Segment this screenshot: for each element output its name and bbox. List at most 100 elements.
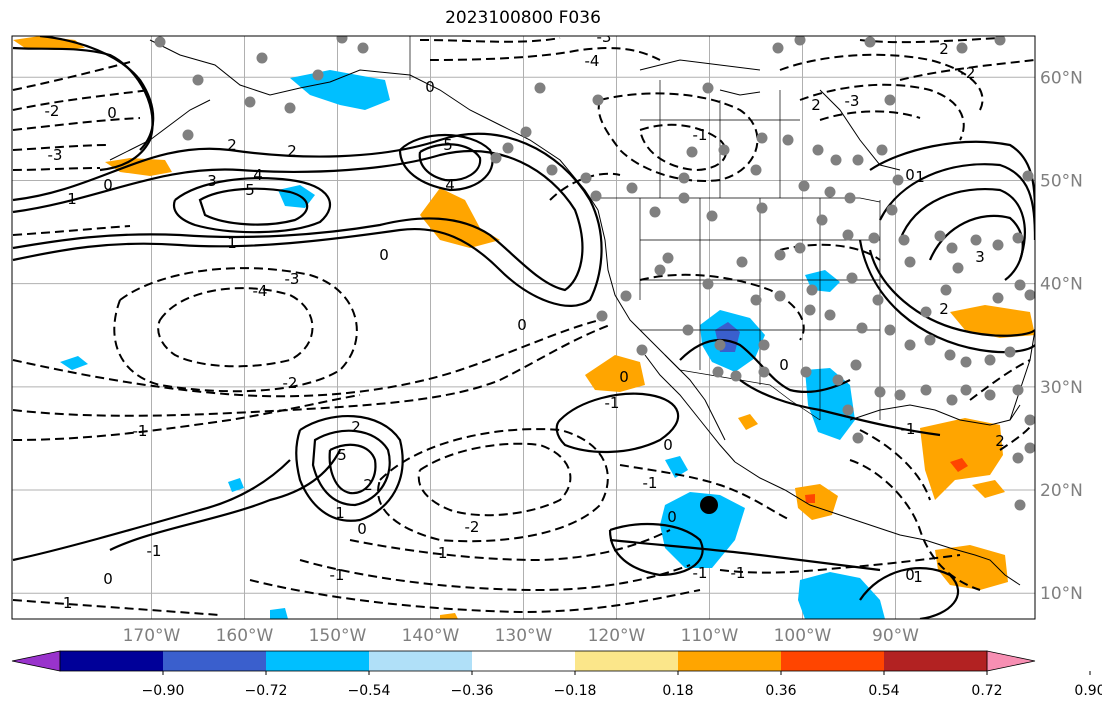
shade-orange — [440, 613, 458, 619]
station-dot — [794, 36, 806, 46]
contour-solid — [12, 132, 603, 307]
station-dot — [1012, 452, 1024, 464]
station-dot — [1022, 170, 1034, 182]
map-border — [11, 35, 1036, 620]
contour-solid — [12, 150, 584, 292]
station-dot — [774, 290, 786, 302]
lon-tick-label: 100°W — [774, 626, 832, 646]
contour-label: -1 — [133, 422, 148, 440]
station-dot — [590, 190, 602, 202]
contour-solid — [418, 143, 482, 182]
shade-red — [805, 494, 815, 503]
station-dot — [702, 278, 714, 290]
lon-tick-label: 160°W — [216, 626, 274, 646]
lat-tick-label: 40°N — [1040, 275, 1083, 295]
shade-red — [950, 458, 968, 472]
colorbar-segment — [266, 651, 370, 671]
contour-label: 0 — [103, 570, 113, 588]
contour-solid — [109, 449, 341, 551]
station-dot — [798, 180, 810, 192]
contour-dashed — [299, 559, 691, 592]
shade-lightblue — [270, 608, 288, 619]
shade-orange — [585, 355, 645, 392]
contour-label: 2 — [939, 40, 949, 58]
station-dot — [960, 356, 972, 368]
lat-tick-label: 30°N — [1040, 378, 1083, 398]
contour-label: 0 — [357, 520, 367, 538]
contour-label: -1 — [901, 420, 916, 438]
contour-label: 3 — [975, 248, 985, 266]
station-dot — [756, 132, 768, 144]
station-dot — [182, 129, 194, 141]
station-dot — [244, 96, 256, 108]
lon-tick-label: 170°W — [123, 626, 181, 646]
station-dot — [872, 294, 884, 306]
contour-label: 0 — [905, 566, 915, 584]
station-dot — [256, 52, 268, 64]
station-dot — [1012, 232, 1024, 244]
contour-label: 3 — [207, 172, 217, 190]
station-dot — [904, 339, 916, 351]
station-dot — [662, 252, 674, 264]
coast-east — [1009, 329, 1035, 421]
coast-arctic — [639, 59, 761, 71]
station-dot — [772, 42, 784, 54]
station-dot — [736, 256, 748, 268]
colorbar-tick-label: −0.72 — [245, 683, 288, 699]
contour-solid — [608, 522, 704, 577]
contour-solid — [398, 134, 494, 192]
station-dot — [842, 404, 854, 416]
coast-alaska — [149, 39, 599, 211]
station-dot — [934, 230, 946, 242]
station-dot — [830, 154, 842, 166]
lat-tick-label: 10°N — [1040, 584, 1083, 604]
station-dot — [946, 394, 958, 406]
contour-dashed — [639, 123, 727, 172]
contour-label: 2 — [995, 432, 1005, 450]
contour-label: -1 — [147, 542, 162, 560]
station-dot — [876, 144, 888, 156]
colorbar-extend-max — [986, 650, 1036, 672]
shade-lightblue — [660, 492, 745, 568]
station-dot — [960, 384, 972, 396]
contour-label: -1 — [643, 474, 658, 492]
contour-label: -3 — [285, 270, 300, 288]
station-dot — [794, 242, 806, 254]
station-dot — [758, 366, 770, 378]
station-dot — [868, 232, 880, 244]
station-dot — [944, 349, 956, 361]
colorbar-segment — [678, 651, 782, 671]
station-dot — [546, 164, 558, 176]
contour-solid — [311, 429, 391, 507]
contour-dashed — [779, 53, 984, 111]
station-dot — [812, 144, 824, 156]
colorbar-labels: −0.90 −0.72 −0.54 −0.36 −0.18 0.18 0.36 0.54 0.7… — [142, 671, 1102, 699]
contour-dashed — [349, 529, 671, 562]
station-dot — [756, 202, 768, 214]
lon-tick-label: 90°W — [872, 626, 919, 646]
contour-label: -2 — [961, 64, 976, 82]
colorbar-tick-label: −0.18 — [554, 683, 597, 699]
station-dot — [686, 146, 698, 158]
contour-label: 0 — [379, 246, 389, 264]
contour-dashed — [429, 47, 661, 61]
station-dot — [920, 306, 932, 318]
station-dot — [970, 234, 982, 246]
contour-label: -3 — [845, 92, 860, 110]
contour-dashed — [377, 428, 609, 543]
colorbar-tick-label: −0.36 — [451, 683, 494, 699]
station-dot — [856, 322, 868, 334]
station-dot — [846, 272, 858, 284]
contour-dashed — [12, 144, 111, 151]
contour-label: 2 — [363, 476, 373, 494]
station-dot — [718, 144, 730, 156]
contour-solid — [858, 239, 1035, 354]
solid-contours — [12, 36, 1035, 619]
colorbar-segment — [60, 651, 164, 671]
contour-dashed — [12, 319, 601, 398]
station-dot — [1014, 499, 1026, 511]
contour-dashed — [12, 89, 151, 111]
contour-label: 1 — [227, 234, 237, 252]
contour-label: -3 — [597, 28, 612, 46]
station-dot — [940, 284, 952, 296]
